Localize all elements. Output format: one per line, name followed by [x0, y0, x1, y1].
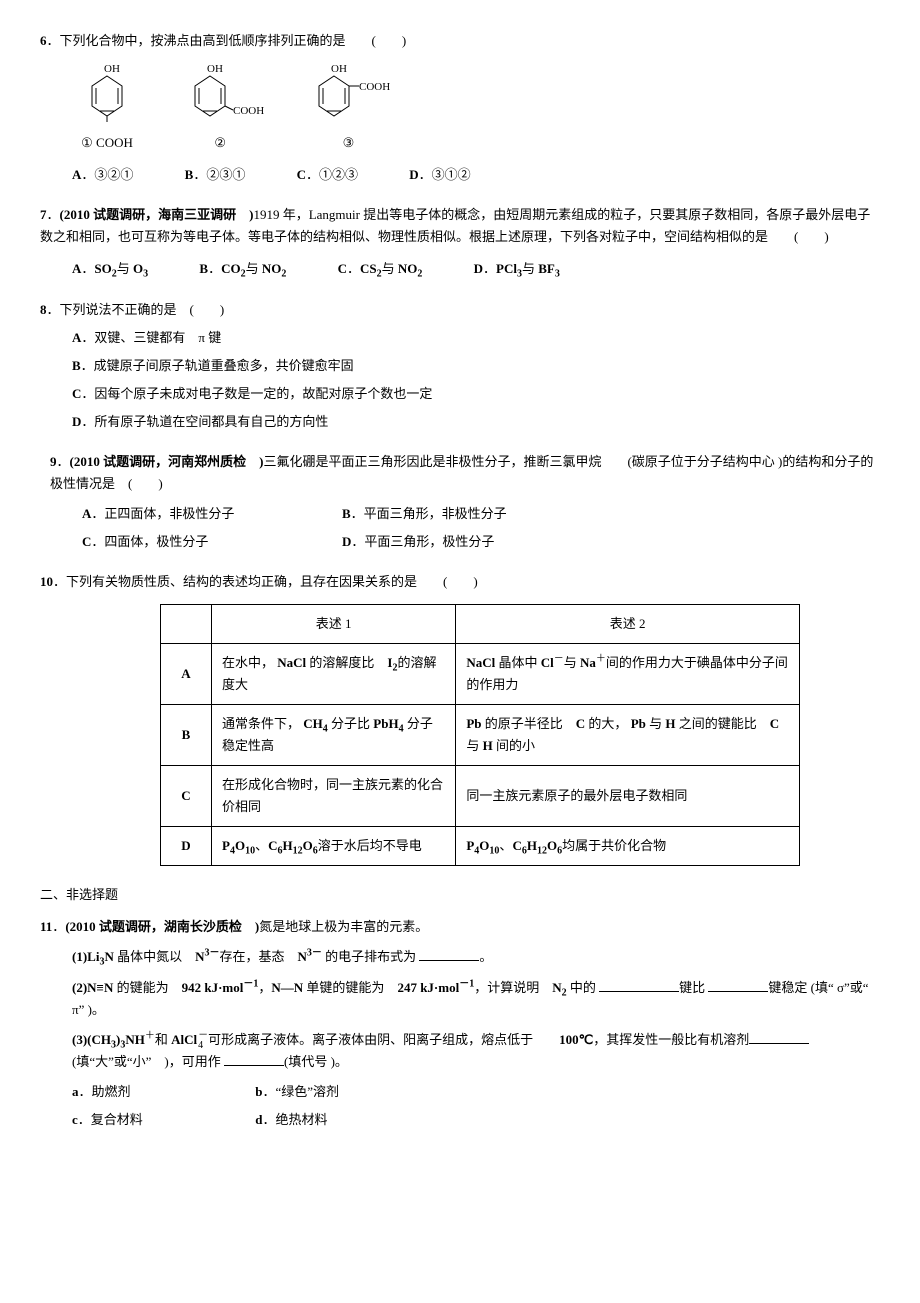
cell-c1: 在水中， NaCl 的溶解度比 I2的溶解度大 — [212, 643, 456, 704]
question-10: 10．下列有关物质性质、结构的表述均正确，且存在因果关系的是 ( ) 表述 1 … — [40, 571, 880, 866]
molecule-3: OH COOH ③ — [299, 62, 399, 154]
section-2-header: 二、非选择题 — [40, 884, 880, 906]
row-label: C — [161, 765, 212, 826]
cell-c2: NaCl 晶体中 Cl－与 Na＋间的作用力大于碘晶体中分子间的作用力 — [456, 643, 800, 704]
cell-c1: 通常条件下， CH4 分子比 PbH4 分子稳定性高 — [212, 704, 456, 765]
cell-c2: Pb 的原子半径比 C 的大， Pb 与 H 之间的键能比 C 与 H 间的小 — [456, 704, 800, 765]
blank[interactable] — [599, 978, 679, 992]
table-row-b[interactable]: B 通常条件下， CH4 分子比 PbH4 分子稳定性高 Pb 的原子半径比 C… — [161, 704, 800, 765]
th-col1: 表述 1 — [212, 604, 456, 643]
blank[interactable] — [224, 1052, 284, 1066]
q-source: (2010 试题调研，河南郑州质检 ) — [70, 454, 264, 469]
options: A．③②① B．②③① C．①②③ D．③①② — [72, 164, 880, 186]
option-a[interactable]: A．双键、三键都有 π 键 — [72, 327, 880, 349]
q-stem: 氮是地球上极为丰富的元素。 — [259, 919, 428, 934]
question-7: 7．(2010 试题调研，海南三亚调研 )1919 年，Langmuir 提出等… — [40, 204, 880, 280]
oh-label: OH — [207, 63, 223, 75]
option-d[interactable]: D．所有原子轨道在空间都具有自己的方向性 — [72, 411, 880, 433]
cell-c1: P4O10、C6H12O6溶于水后均不导电 — [212, 827, 456, 866]
oh-label: OH — [104, 63, 120, 75]
option-d[interactable]: D．PCl3与 BF3 — [474, 258, 560, 280]
option-a[interactable]: A．③②① — [72, 164, 133, 186]
option-c[interactable]: C．因每个原子未成对电子数是一定的，故配对原子个数也一定 — [72, 383, 880, 405]
q-source: (2010 试题调研，湖南长沙质检 ) — [65, 919, 259, 934]
table-row-d[interactable]: D P4O10、C6H12O6溶于水后均不导电 P4O10、C6H12O6均属于… — [161, 827, 800, 866]
options: A．SO2与 O3 B．CO2与 NO2 C．CS2与 NO2 D．PCl3与 … — [72, 258, 880, 280]
question-11: 11．(2010 试题调研，湖南长沙质检 )氮是地球上极为丰富的元素。 (1)L… — [40, 916, 880, 1131]
sub-question-3: (3)(CH3)3NH＋和 AlCl－4可形成离子液体。离子液体由阴、阳离子组成… — [72, 1029, 880, 1073]
q-stem: ．下列说法不正确的是 ( ) — [47, 302, 225, 317]
table-row-c[interactable]: C 在形成化合物时，同一主族元素的化合价相同 同一主族元素原子的最外层电子数相同 — [161, 765, 800, 826]
mol-label-2: ② — [214, 135, 226, 150]
option-b[interactable]: B．成键原子间原子轨道重叠愈多，共价键愈牢固 — [72, 355, 880, 377]
option-b[interactable]: B．②③① — [185, 164, 246, 186]
cell-c2: 同一主族元素原子的最外层电子数相同 — [456, 765, 800, 826]
sub-option-d[interactable]: d．绝热材料 — [255, 1109, 435, 1131]
question-8: 8．下列说法不正确的是 ( ) A．双键、三键都有 π 键 B．成键原子间原子轨… — [40, 299, 880, 433]
sub-option-c[interactable]: c．复合材料 — [72, 1109, 252, 1131]
blank[interactable] — [749, 1030, 809, 1044]
cell-c1: 在形成化合物时，同一主族元素的化合价相同 — [212, 765, 456, 826]
cooh-label: COOH — [359, 81, 390, 93]
molecule-1: OH ① COOH — [72, 62, 142, 154]
q-number: 11 — [40, 919, 52, 934]
option-d[interactable]: D．平面三角形，极性分子 — [342, 531, 602, 553]
mol-label-3: ③ — [343, 135, 355, 150]
sub-options: a．助燃剂 b．“绿色”溶剂 c．复合材料 d．绝热材料 — [72, 1081, 880, 1131]
th-col2: 表述 2 — [456, 604, 800, 643]
q-number: 10 — [40, 574, 53, 589]
q-source: (2010 试题调研，海南三亚调研 ) — [60, 207, 254, 222]
option-c[interactable]: C．四面体，极性分子 — [82, 531, 342, 553]
statements-table: 表述 1 表述 2 A 在水中， NaCl 的溶解度比 I2的溶解度大 NaCl… — [160, 604, 800, 867]
question-9: 9．(2010 试题调研，河南郑州质检 )三氟化硼是平面正三角形因此是非极性分子… — [50, 451, 880, 553]
structures-row: OH ① COOH OH COOH ② OH — [72, 62, 880, 154]
blank[interactable] — [419, 947, 479, 961]
oh-label: OH — [331, 63, 347, 75]
blank[interactable] — [708, 978, 768, 992]
option-d[interactable]: D．③①② — [409, 164, 470, 186]
table-row-a[interactable]: A 在水中， NaCl 的溶解度比 I2的溶解度大 NaCl 晶体中 Cl－与 … — [161, 643, 800, 704]
sub-option-a[interactable]: a．助燃剂 — [72, 1081, 252, 1103]
sub-question-2: (2)N≡N 的键能为 942 kJ·mol－1，N—N 单键的键能为 247 … — [72, 977, 880, 1021]
molecule-2: OH COOH ② — [175, 62, 265, 154]
row-label: B — [161, 704, 212, 765]
mol-label-1: ① COOH — [81, 135, 133, 150]
cooh-label: COOH — [233, 105, 264, 117]
row-label: D — [161, 827, 212, 866]
question-6: 6．下列化合物中，按沸点由高到低顺序排列正确的是 ( ) OH ① COOH O… — [40, 30, 880, 186]
options: A．双键、三键都有 π 键 B．成键原子间原子轨道重叠愈多，共价键愈牢固 C．因… — [72, 327, 880, 433]
options: A．正四面体，非极性分子 B．平面三角形，非极性分子 C．四面体，极性分子 D．… — [82, 503, 880, 553]
q-stem: ．下列化合物中，按沸点由高到低顺序排列正确的是 ( ) — [47, 33, 407, 48]
q-stem: ．下列有关物质性质、结构的表述均正确，且存在因果关系的是 ( ) — [53, 574, 478, 589]
sub-option-b[interactable]: b．“绿色”溶剂 — [255, 1081, 435, 1103]
option-c[interactable]: C．①②③ — [297, 164, 358, 186]
option-a[interactable]: A．正四面体，非极性分子 — [82, 503, 342, 525]
option-b[interactable]: B．CO2与 NO2 — [199, 258, 286, 280]
option-c[interactable]: C．CS2与 NO2 — [338, 258, 423, 280]
table-header-row: 表述 1 表述 2 — [161, 604, 800, 643]
th-blank — [161, 604, 212, 643]
row-label: A — [161, 643, 212, 704]
option-b[interactable]: B．平面三角形，非极性分子 — [342, 503, 602, 525]
cell-c2: P4O10、C6H12O6均属于共价化合物 — [456, 827, 800, 866]
sub-question-1: (1)Li3N 晶体中氮以 N3－存在，基态 N3－ 的电子排布式为 。 — [72, 946, 880, 968]
option-a[interactable]: A．SO2与 O3 — [72, 258, 148, 280]
